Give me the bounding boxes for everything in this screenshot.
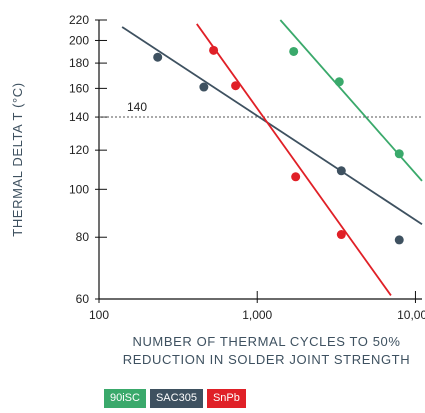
data-points	[153, 45, 404, 245]
y-tick-label: 120	[69, 143, 89, 157]
data-point-90isc	[394, 149, 404, 159]
reference-line-label: 140	[127, 100, 147, 114]
y-tick-label: 100	[69, 182, 89, 196]
legend-item-90isc: 90iSC	[104, 389, 146, 408]
y-tick-label: 200	[69, 33, 89, 47]
y-tick-label: 180	[69, 56, 89, 70]
x-tick-label: 10,000	[397, 308, 425, 322]
trend-line-sac305	[121, 26, 423, 225]
legend-item-sac305: SAC305	[149, 389, 203, 408]
y-tick-label: 160	[69, 81, 89, 95]
y-tick-label: 140	[69, 110, 89, 124]
data-point-snpb	[209, 45, 219, 55]
chart-labels: THERMAL DELTA T (°C) NUMBER OF THERMAL CY…	[10, 82, 410, 367]
data-point-snpb	[231, 81, 241, 91]
data-point-90isc	[289, 46, 299, 56]
data-point-snpb	[336, 230, 346, 240]
data-point-sac305	[153, 52, 163, 62]
x-tick-label: 1,000	[242, 308, 272, 322]
trend-lines	[121, 19, 423, 296]
x-axis-title-line: REDUCTION IN SOLDER JOINT STRENGTH	[123, 352, 410, 367]
x-axis-title-line: NUMBER OF THERMAL CYCLES TO 50%	[132, 334, 400, 349]
trend-line-snpb	[196, 23, 392, 296]
data-point-90isc	[334, 77, 344, 87]
x-tick-label: 100	[89, 308, 109, 322]
data-point-sac305	[394, 235, 404, 245]
data-point-sac305	[199, 82, 209, 92]
y-tick-label: 80	[76, 230, 90, 244]
y-tick-label: 220	[69, 13, 89, 27]
data-point-sac305	[336, 166, 346, 176]
legend-item-snpb: SnPb	[206, 389, 246, 408]
y-tick-label: 60	[76, 292, 90, 306]
chart-axes: 60 80 100 120 140 160 180 200 220 100 1,000 10,000	[69, 13, 425, 322]
data-point-snpb	[291, 172, 301, 182]
y-axis-title: THERMAL DELTA T (°C)	[10, 82, 25, 236]
chart-legend: 90iSC SAC305 SnPb	[104, 389, 246, 408]
